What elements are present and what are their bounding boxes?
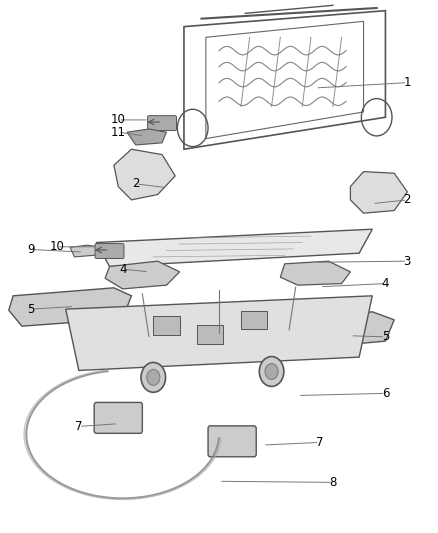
Text: 5: 5 bbox=[382, 330, 389, 343]
Text: 8: 8 bbox=[329, 476, 336, 489]
FancyBboxPatch shape bbox=[148, 116, 177, 131]
Text: 1: 1 bbox=[403, 76, 411, 89]
Bar bbox=[153, 316, 180, 335]
FancyBboxPatch shape bbox=[208, 426, 256, 457]
FancyBboxPatch shape bbox=[94, 402, 142, 433]
Text: 2: 2 bbox=[403, 193, 411, 206]
Text: 6: 6 bbox=[381, 387, 389, 400]
Polygon shape bbox=[70, 245, 105, 257]
Text: 4: 4 bbox=[119, 263, 127, 276]
Polygon shape bbox=[114, 149, 175, 200]
Text: 9: 9 bbox=[27, 243, 35, 256]
Polygon shape bbox=[96, 229, 372, 266]
Text: 7: 7 bbox=[75, 420, 83, 433]
Text: 11: 11 bbox=[111, 126, 126, 139]
Text: 4: 4 bbox=[381, 277, 389, 290]
Circle shape bbox=[147, 369, 160, 385]
Circle shape bbox=[141, 362, 166, 392]
Text: 10: 10 bbox=[111, 114, 126, 126]
Text: 3: 3 bbox=[404, 255, 411, 268]
FancyBboxPatch shape bbox=[95, 244, 124, 259]
Polygon shape bbox=[9, 288, 131, 326]
Text: 2: 2 bbox=[132, 177, 140, 190]
Circle shape bbox=[265, 364, 278, 379]
Polygon shape bbox=[105, 261, 180, 289]
Polygon shape bbox=[280, 261, 350, 285]
Circle shape bbox=[259, 357, 284, 386]
Text: 10: 10 bbox=[49, 240, 64, 253]
Text: 5: 5 bbox=[27, 303, 34, 316]
Bar bbox=[197, 325, 223, 344]
Polygon shape bbox=[127, 129, 166, 145]
Bar bbox=[241, 311, 267, 329]
Text: 7: 7 bbox=[316, 436, 324, 449]
Polygon shape bbox=[66, 296, 372, 370]
Polygon shape bbox=[350, 172, 407, 213]
Polygon shape bbox=[280, 312, 394, 349]
